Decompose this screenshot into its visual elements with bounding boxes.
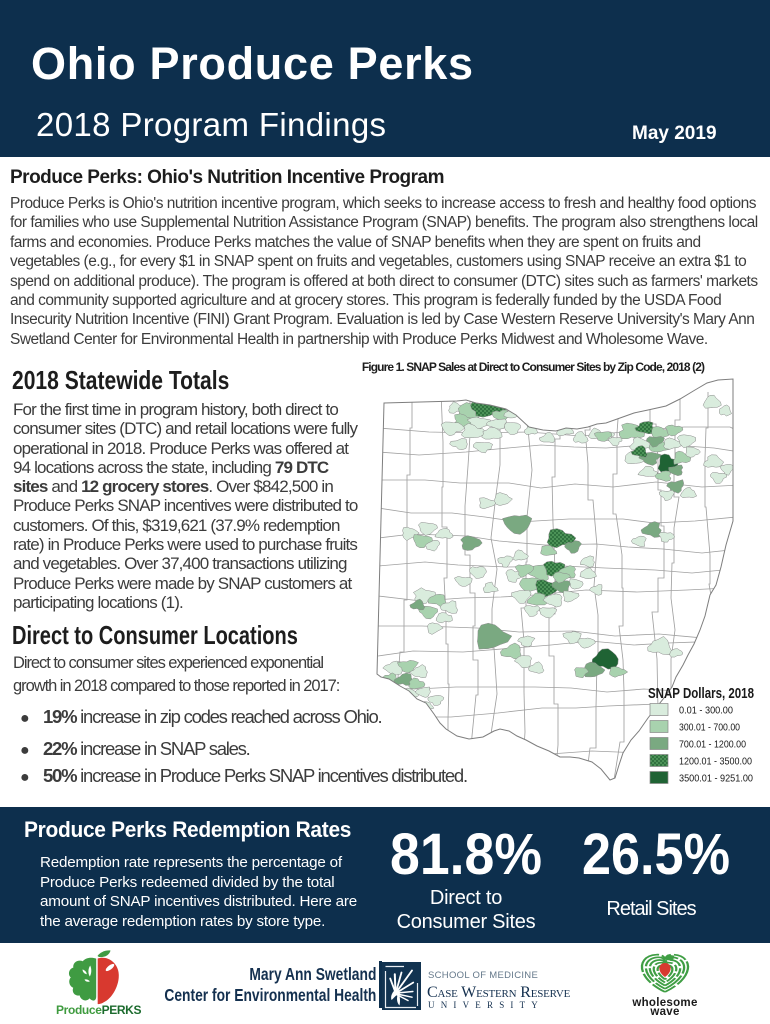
svg-text:0.01 - 300.00: 0.01 - 300.00 bbox=[679, 705, 733, 717]
svg-text:3500.01 - 9251.00: 3500.01 - 9251.00 bbox=[679, 773, 753, 785]
svg-text:700.01 - 1200.00: 700.01 - 1200.00 bbox=[679, 739, 746, 751]
svg-text:300.01 - 700.00: 300.01 - 700.00 bbox=[679, 722, 740, 734]
svg-text:1200.01 - 3500.00: 1200.01 - 3500.00 bbox=[679, 756, 752, 768]
svg-text:SNAP Dollars, 2018: SNAP Dollars, 2018 bbox=[648, 685, 754, 702]
